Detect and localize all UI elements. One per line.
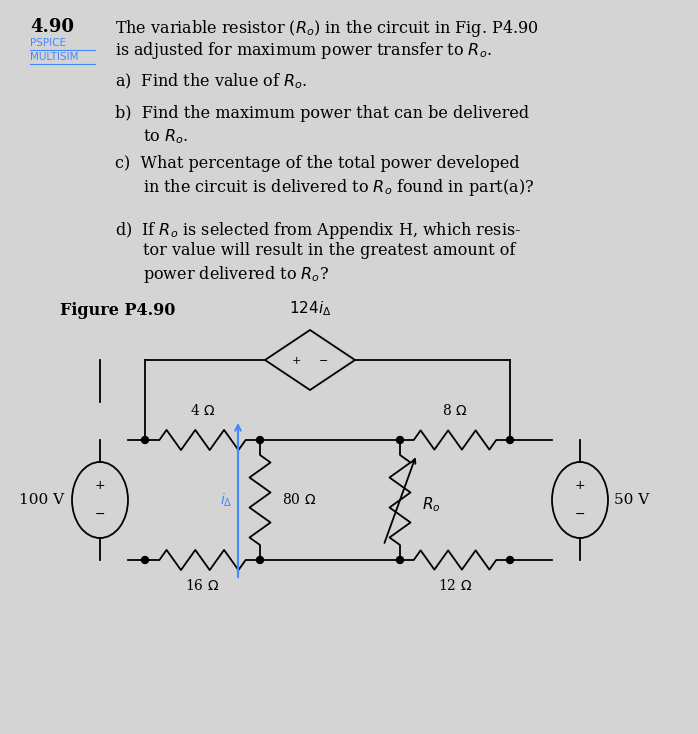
Text: −: − — [574, 508, 585, 521]
Text: $R_o$: $R_o$ — [422, 495, 440, 515]
Text: c)  What percentage of the total power developed: c) What percentage of the total power de… — [115, 155, 519, 172]
Text: to $R_o$.: to $R_o$. — [143, 127, 188, 146]
Text: +: + — [95, 479, 105, 492]
Circle shape — [507, 556, 514, 564]
Text: 8 $\Omega$: 8 $\Omega$ — [443, 403, 468, 418]
Circle shape — [396, 437, 403, 443]
Circle shape — [396, 556, 403, 564]
Text: 16 $\Omega$: 16 $\Omega$ — [186, 578, 220, 593]
Text: 80 $\Omega$: 80 $\Omega$ — [282, 493, 316, 507]
Text: 4 $\Omega$: 4 $\Omega$ — [190, 403, 215, 418]
Text: $i_\Delta$: $i_\Delta$ — [220, 491, 232, 509]
Text: 100 V: 100 V — [19, 493, 64, 507]
Text: Figure P4.90: Figure P4.90 — [60, 302, 175, 319]
Circle shape — [507, 437, 514, 443]
Circle shape — [142, 437, 149, 443]
Text: power delivered to $R_o$?: power delivered to $R_o$? — [143, 264, 329, 285]
Text: a)  Find the value of $R_o$.: a) Find the value of $R_o$. — [115, 72, 307, 92]
Text: $124i_\Delta$: $124i_\Delta$ — [289, 299, 332, 318]
Text: The variable resistor ($R_o$) in the circuit in Fig. P4.90: The variable resistor ($R_o$) in the cir… — [115, 18, 539, 39]
Text: 12 $\Omega$: 12 $\Omega$ — [438, 578, 472, 593]
Text: tor value will result in the greatest amount of: tor value will result in the greatest am… — [143, 242, 515, 259]
Text: in the circuit is delivered to $R_o$ found in part(a)?: in the circuit is delivered to $R_o$ fou… — [143, 177, 534, 198]
Text: +: + — [574, 479, 586, 492]
Circle shape — [256, 556, 264, 564]
Text: b)  Find the maximum power that can be delivered: b) Find the maximum power that can be de… — [115, 105, 529, 122]
Text: d)  If $R_o$ is selected from Appendix H, which resis-: d) If $R_o$ is selected from Appendix H,… — [115, 220, 521, 241]
Text: +: + — [292, 356, 302, 366]
Circle shape — [142, 556, 149, 564]
Text: is adjusted for maximum power transfer to $R_o$.: is adjusted for maximum power transfer t… — [115, 40, 492, 61]
Text: 50 V: 50 V — [614, 493, 649, 507]
Text: 4.90: 4.90 — [30, 18, 74, 36]
Text: PSPICE: PSPICE — [30, 38, 66, 48]
Text: −: − — [95, 508, 105, 521]
Circle shape — [256, 437, 264, 443]
Text: MULTISIM: MULTISIM — [30, 52, 78, 62]
Text: −: − — [319, 356, 328, 366]
